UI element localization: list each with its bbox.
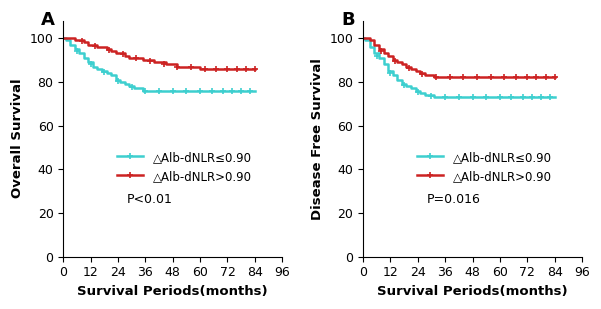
X-axis label: Survival Periods(months): Survival Periods(months) — [377, 285, 568, 298]
Text: P<0.01: P<0.01 — [127, 193, 172, 206]
Text: A: A — [41, 11, 55, 29]
Y-axis label: Overall Survival: Overall Survival — [11, 79, 24, 198]
X-axis label: Survival Periods(months): Survival Periods(months) — [78, 285, 268, 298]
Y-axis label: Disease Free Survival: Disease Free Survival — [311, 58, 324, 220]
Text: B: B — [341, 11, 355, 29]
Legend: △Alb-dNLR≤0.90, △Alb-dNLR>0.90: △Alb-dNLR≤0.90, △Alb-dNLR>0.90 — [117, 151, 252, 183]
Text: P=0.016: P=0.016 — [427, 193, 480, 206]
Legend: △Alb-dNLR≤0.90, △Alb-dNLR>0.90: △Alb-dNLR≤0.90, △Alb-dNLR>0.90 — [417, 151, 552, 183]
